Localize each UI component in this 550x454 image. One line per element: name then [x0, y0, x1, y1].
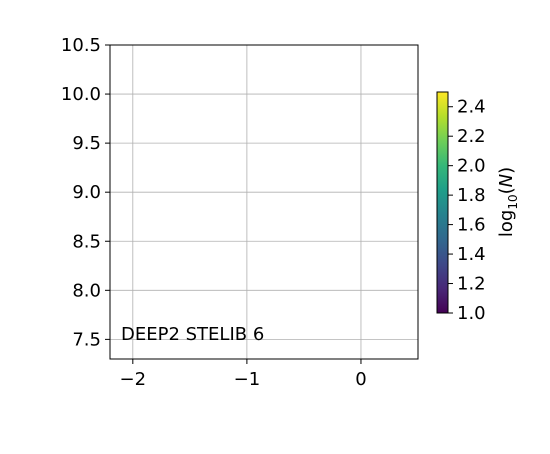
- colorbar-label-close: ): [496, 167, 517, 174]
- x-tick-label: −1: [234, 369, 261, 390]
- colorbar-tick-label: 1.0: [457, 303, 486, 324]
- x-axis: −2 −1 0: [120, 359, 367, 390]
- colorbar-label-log: log: [496, 210, 517, 237]
- y-tick-label: 10.5: [61, 35, 101, 56]
- y-tick-label: 9.0: [72, 182, 101, 203]
- colorbar-tick-label: 1.6: [457, 215, 486, 236]
- plot-area: [110, 45, 418, 359]
- y-tick-label: 8.5: [72, 231, 101, 252]
- colorbar-tick-label: 2.4: [457, 97, 486, 118]
- annotation-label: DEEP2 STELIB 6: [121, 324, 264, 345]
- x-tick-label: 0: [355, 369, 366, 390]
- colorbar: [436, 91, 449, 314]
- x-tick-label: −2: [120, 369, 147, 390]
- plot-frame: [109, 44, 419, 360]
- colorbar-tick-label: 1.4: [457, 244, 486, 265]
- y-tick-label: 8.0: [72, 280, 101, 301]
- colorbar-tick-label: 2.2: [457, 126, 486, 147]
- colorbar-tick-label: 1.2: [457, 274, 486, 295]
- colorbar-label-var: N: [496, 174, 517, 187]
- colorbar-label: log10(N): [496, 167, 520, 237]
- colorbar-label-sub: 10: [506, 194, 520, 209]
- colorbar-tick-label: 2.0: [457, 156, 486, 177]
- y-axis: 7.5 8.0 8.5 9.0 9.5 10.0 10.5: [61, 35, 110, 350]
- colorbar-tick-label: 1.8: [457, 185, 486, 206]
- y-tick-label: 7.5: [72, 329, 101, 350]
- y-tick-label: 9.5: [72, 133, 101, 154]
- colorbar-label-open: (: [496, 187, 517, 194]
- colorbar-ticks: 1.0 1.2 1.4 1.6 1.8 2.0 2.2 2.4: [448, 97, 486, 324]
- y-tick-label: 10.0: [61, 84, 101, 105]
